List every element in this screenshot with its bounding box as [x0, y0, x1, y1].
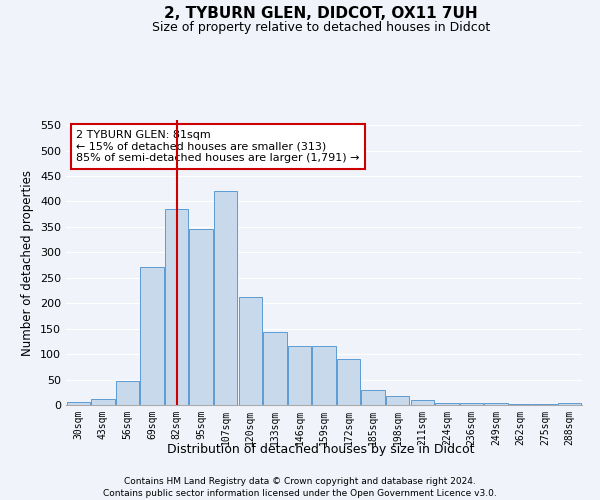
Bar	[313, 346, 335, 405]
Y-axis label: Number of detached properties: Number of detached properties	[22, 170, 34, 356]
Bar	[239, 297, 262, 405]
Bar	[67, 402, 90, 405]
Bar	[533, 404, 557, 405]
Bar	[410, 400, 434, 405]
Text: Size of property relative to detached houses in Didcot: Size of property relative to detached ho…	[152, 21, 490, 34]
Text: 2 TYBURN GLEN: 81sqm
← 15% of detached houses are smaller (313)
85% of semi-deta: 2 TYBURN GLEN: 81sqm ← 15% of detached h…	[76, 130, 360, 163]
Bar	[337, 359, 360, 405]
Bar	[509, 404, 532, 405]
Text: Distribution of detached houses by size in Didcot: Distribution of detached houses by size …	[167, 442, 475, 456]
Bar	[190, 230, 213, 405]
Bar	[558, 404, 581, 405]
Bar	[165, 209, 188, 405]
Bar	[361, 390, 385, 405]
Text: Contains public sector information licensed under the Open Government Licence v3: Contains public sector information licen…	[103, 489, 497, 498]
Text: Contains HM Land Registry data © Crown copyright and database right 2024.: Contains HM Land Registry data © Crown c…	[124, 478, 476, 486]
Bar	[435, 404, 458, 405]
Bar	[386, 396, 409, 405]
Bar	[116, 380, 139, 405]
Bar	[91, 399, 115, 405]
Bar	[288, 346, 311, 405]
Bar	[263, 332, 287, 405]
Bar	[484, 404, 508, 405]
Bar	[140, 266, 164, 405]
Bar	[214, 191, 238, 405]
Bar	[460, 404, 483, 405]
Text: 2, TYBURN GLEN, DIDCOT, OX11 7UH: 2, TYBURN GLEN, DIDCOT, OX11 7UH	[164, 6, 478, 21]
